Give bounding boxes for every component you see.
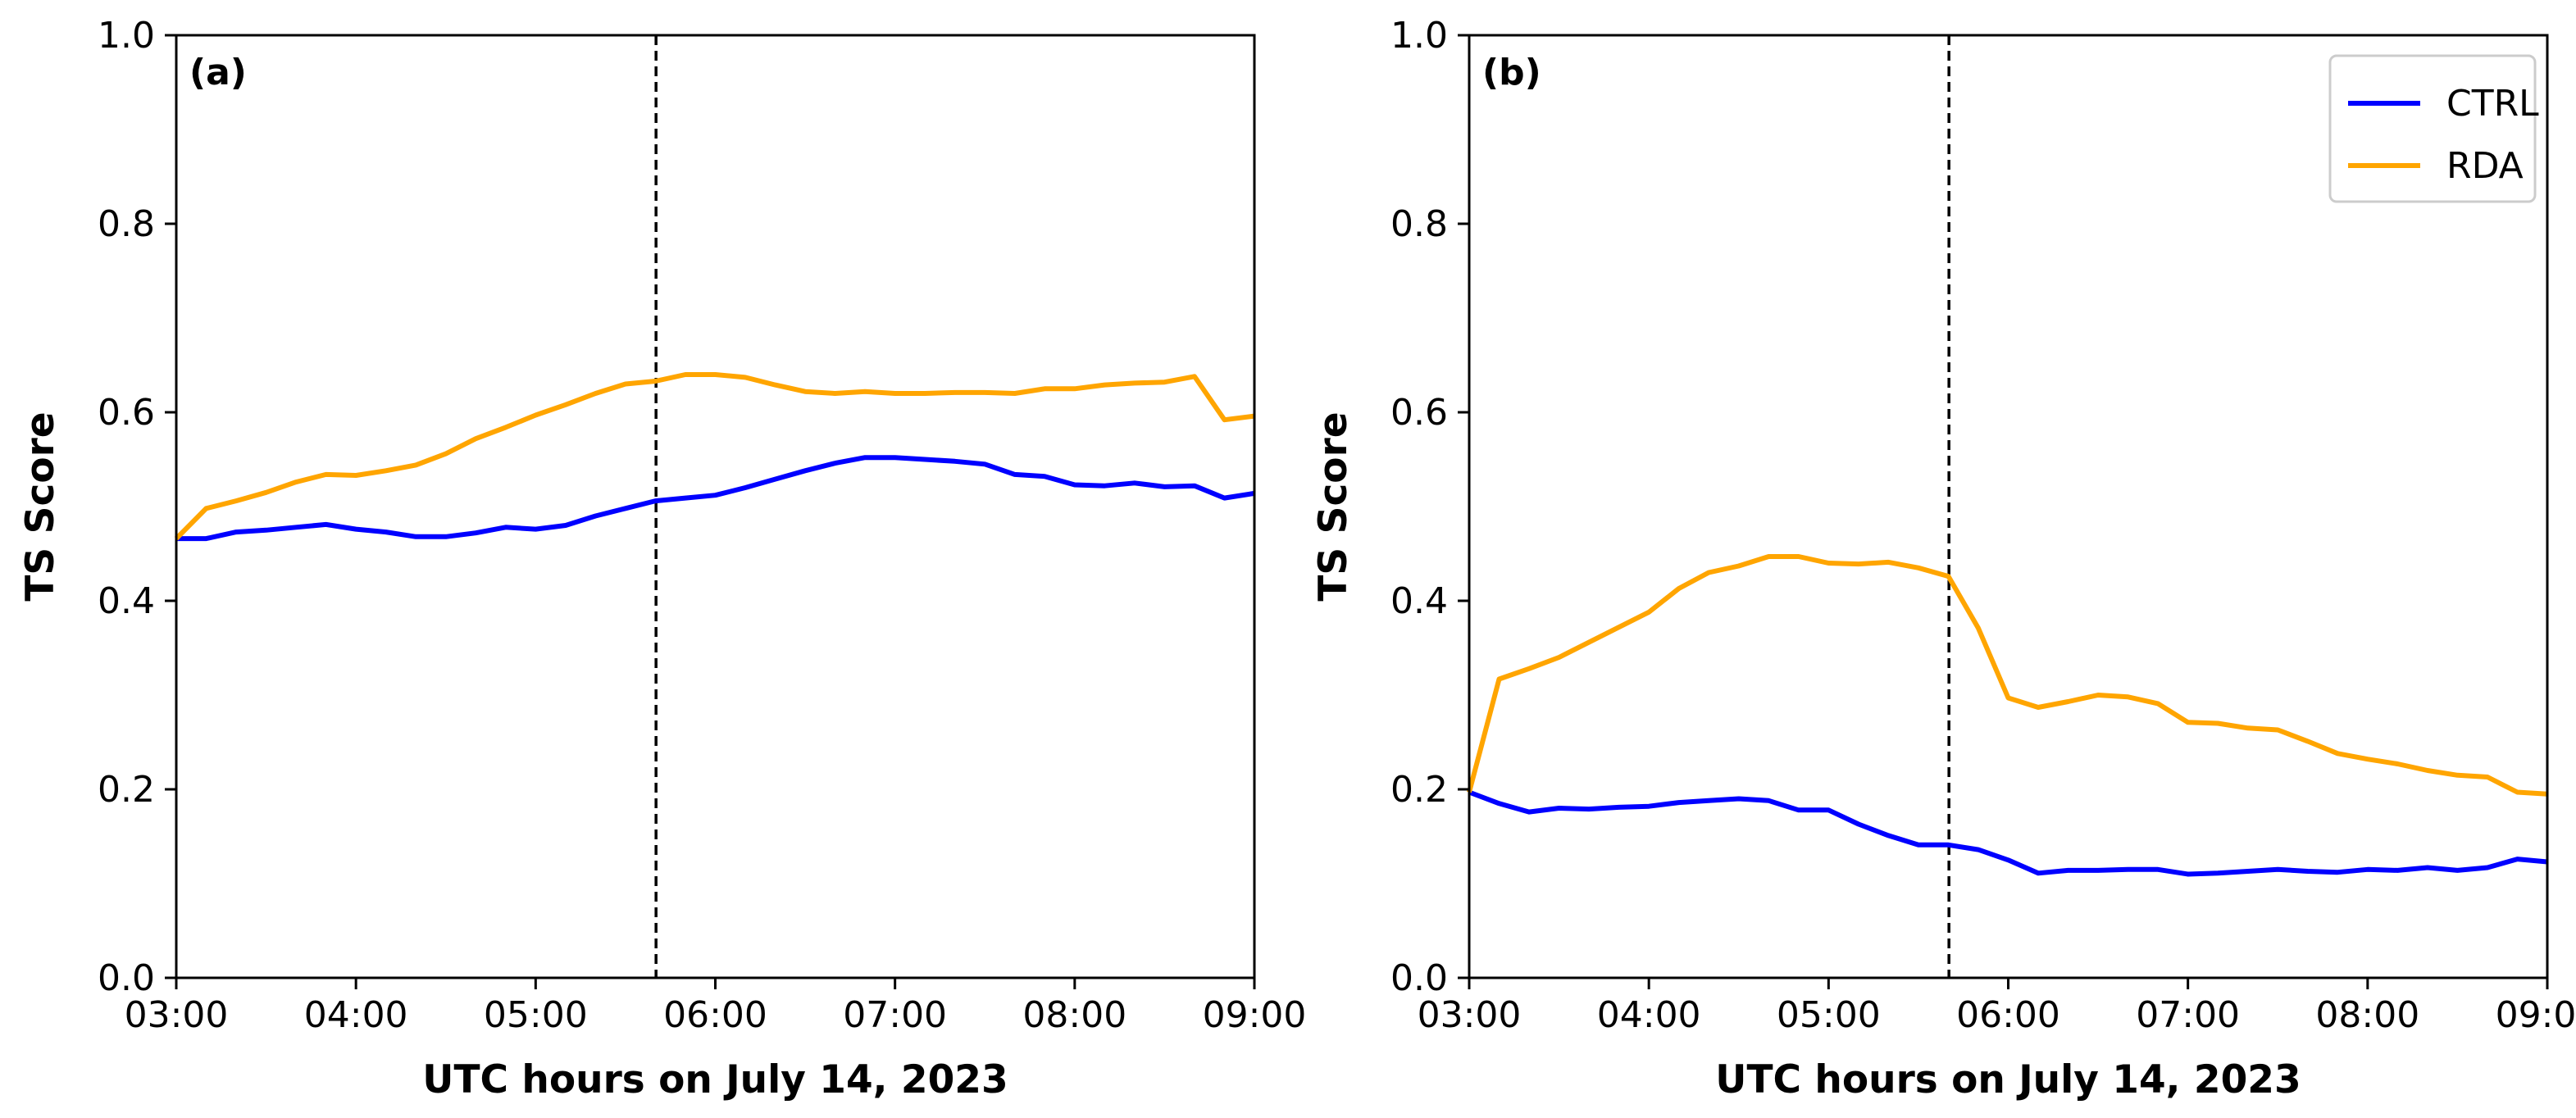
series-line-ctrl (1468, 789, 2548, 877)
x-tick-label: 04:00 (304, 994, 408, 1036)
series-line-ctrl (176, 455, 1255, 542)
x-tick-label: 03:00 (125, 994, 229, 1036)
panel-a: 03:00 04:00 05:00 06:00 07:00 08:00 09:00 0.00… (18, 15, 1306, 1102)
legend: CTRL RDA (2328, 54, 2539, 203)
x-tick-label: 09:00 (2496, 994, 2576, 1036)
x-tick-label: 07:00 (2136, 994, 2240, 1036)
x-axis: 03:00 04:00 05:00 06:00 07:00 08:00 09:00 (125, 978, 1307, 1036)
panel-label: (a) (189, 52, 247, 93)
x-axis-label: UTC hours on July 14, 2023 (1715, 1057, 2301, 1102)
x-tick-label: 09:00 (1203, 994, 1307, 1036)
y-tick-label: 0.8 (98, 203, 155, 245)
y-tick-label: 0.2 (98, 769, 155, 811)
x-axis-label: UTC hours on July 14, 2023 (422, 1057, 1008, 1102)
series-layer (174, 372, 1255, 542)
x-tick-label: 06:00 (663, 994, 767, 1036)
y-tick-label: 0.6 (98, 392, 155, 434)
x-tick-label: 04:00 (1597, 994, 1701, 1036)
y-axis-label: TS Score (18, 411, 63, 601)
y-tick-label: 1.0 (1390, 15, 1448, 57)
y-tick-label: 0.2 (1390, 769, 1448, 811)
x-tick-label: 05:00 (484, 994, 588, 1036)
y-tick-label: 0.4 (1390, 580, 1448, 622)
x-tick-label: 08:00 (1022, 994, 1126, 1036)
y-axis-label: TS Score (1311, 411, 1356, 601)
x-tick-label: 07:00 (843, 994, 947, 1036)
series-line-rda (1467, 554, 2548, 797)
plot-frame (175, 34, 1256, 979)
y-tick-label: 1.0 (98, 15, 155, 57)
series-layer (1467, 554, 2548, 877)
x-tick-label: 03:00 (1418, 994, 1522, 1036)
y-axis: 0.0 0.2 0.4 0.6 0.8 1.0 (98, 15, 176, 999)
x-axis: 03:00 04:00 05:00 06:00 07:00 08:00 09:00 (1418, 978, 2576, 1036)
legend-label-ctrl: CTRL (2446, 83, 2539, 125)
x-tick-label: 08:00 (2315, 994, 2419, 1036)
panel-label: (b) (1482, 52, 1541, 93)
y-axis: 0.0 0.2 0.4 0.6 0.8 1.0 (1390, 15, 1469, 999)
y-tick-label: 0.6 (1390, 392, 1448, 434)
legend-label-rda: RDA (2446, 145, 2524, 187)
y-tick-label: 0.8 (1390, 203, 1448, 245)
series-line-rda (174, 372, 1255, 541)
y-tick-label: 0.0 (1390, 957, 1448, 999)
y-tick-label: 0.4 (98, 580, 155, 622)
x-tick-label: 05:00 (1777, 994, 1881, 1036)
x-tick-label: 06:00 (1956, 994, 2060, 1036)
y-tick-label: 0.0 (98, 957, 155, 999)
